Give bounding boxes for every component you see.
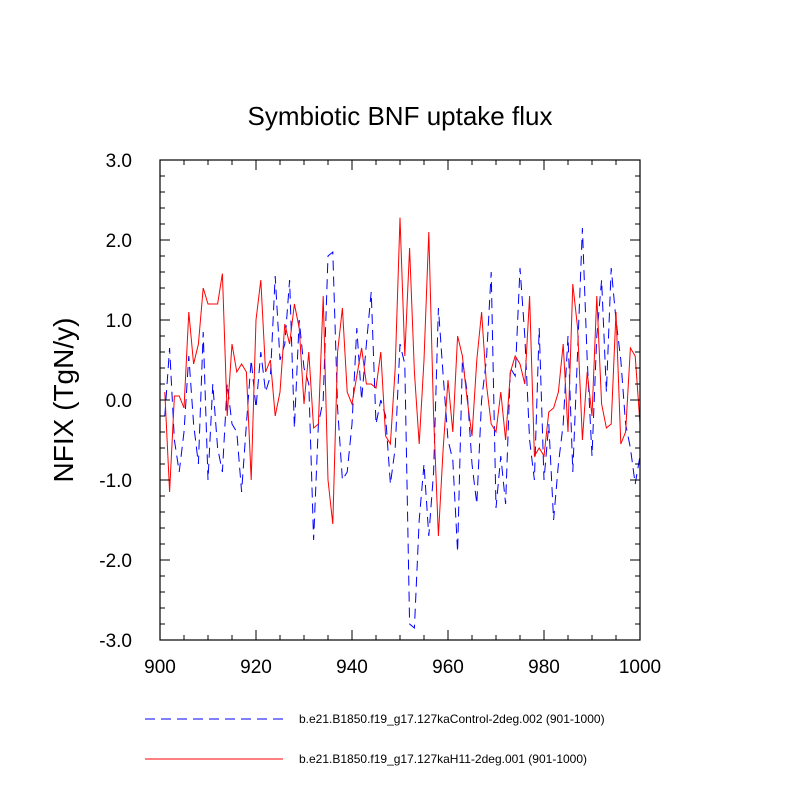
legend-label-1: b.e21.B1850.f19_g17.127kaControl-2deg.00… bbox=[299, 712, 605, 726]
legend: b.e21.B1850.f19_g17.127kaControl-2deg.00… bbox=[145, 712, 605, 766]
y-axis-title: NFIX (TgN/y) bbox=[48, 318, 79, 483]
y-tick-label: 1.0 bbox=[106, 311, 132, 332]
y-tick-label: 3.0 bbox=[106, 151, 132, 172]
y-tick-label: 0.0 bbox=[106, 391, 132, 412]
x-tick-label: 920 bbox=[240, 657, 272, 678]
series-line-1 bbox=[164, 227, 641, 630]
x-tick-label: 940 bbox=[336, 657, 368, 678]
x-tick-label: 960 bbox=[432, 657, 464, 678]
x-tick-label: 1000 bbox=[619, 657, 661, 678]
y-tick-label: -2.0 bbox=[99, 551, 132, 572]
plot-area: 900 920 940 960 980 1000 -3.0 -2.0 -1.0 0.0 1.0 2.0… bbox=[99, 151, 661, 678]
x-tick-label: 980 bbox=[528, 657, 560, 678]
y-tick-label: -1.0 bbox=[99, 471, 132, 492]
y-tick-label: -3.0 bbox=[99, 631, 132, 652]
x-tick-label: 900 bbox=[144, 657, 176, 678]
chart-title: Symbiotic BNF uptake flux bbox=[248, 101, 553, 131]
series-line-2 bbox=[164, 217, 641, 537]
y-tick-label: 2.0 bbox=[106, 231, 132, 252]
legend-label-2: b.e21.B1850.f19_g17.127kaH11-2deg.001 (9… bbox=[299, 752, 587, 766]
